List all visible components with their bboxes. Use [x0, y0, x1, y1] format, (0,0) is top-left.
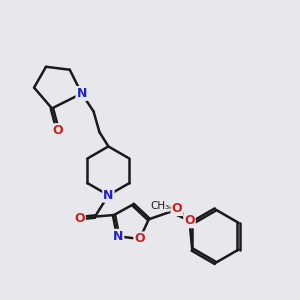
Text: O: O [52, 124, 63, 137]
Text: CH₃: CH₃ [150, 201, 169, 211]
Text: O: O [172, 202, 182, 215]
Text: N: N [103, 189, 114, 202]
Text: O: O [184, 214, 195, 227]
Text: O: O [74, 212, 85, 225]
Text: O: O [134, 232, 145, 245]
Text: N: N [76, 87, 87, 100]
Text: N: N [113, 230, 123, 243]
